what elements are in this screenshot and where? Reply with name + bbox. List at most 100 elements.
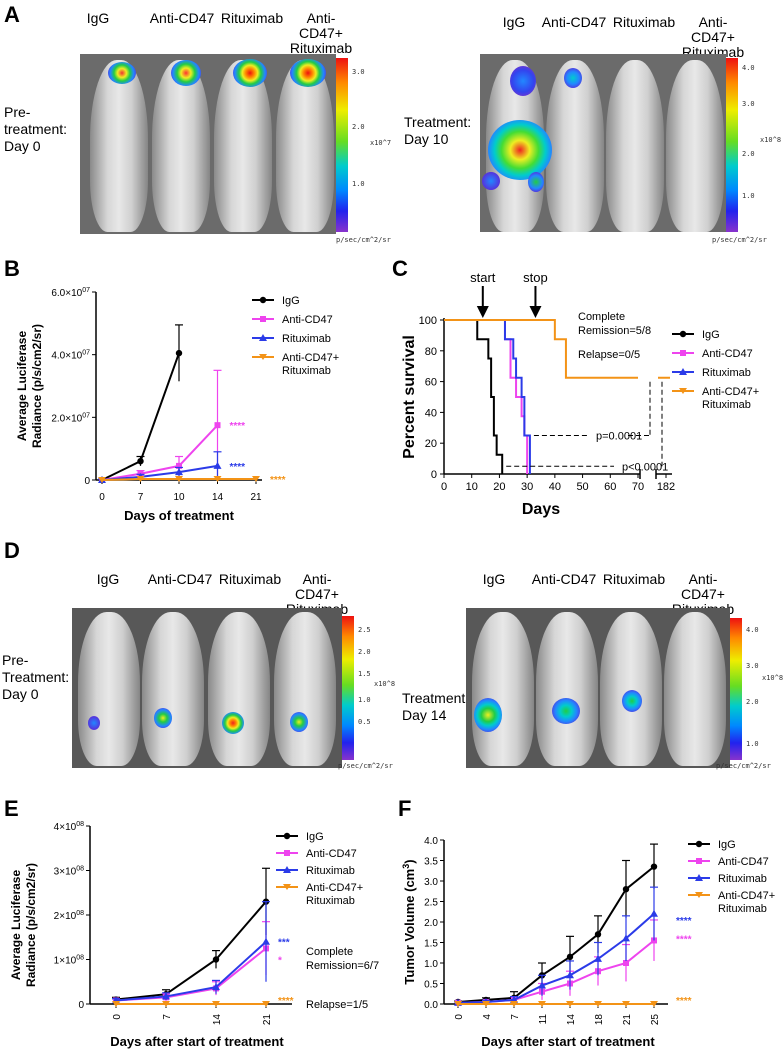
mouse	[666, 60, 724, 232]
y-tick-label: 80	[425, 346, 437, 358]
x-tick-label: 14	[212, 492, 224, 503]
legend-label: IgG	[306, 831, 324, 843]
panel-letter-f: F	[398, 796, 412, 821]
color-scale-bar	[336, 58, 348, 232]
data-point	[212, 956, 220, 963]
data-point	[566, 971, 574, 979]
x-tick-label: 21	[622, 1014, 633, 1026]
x-tick-label: 30	[521, 481, 533, 493]
x-tick-label: 0	[112, 1014, 123, 1020]
group-label: Rituximab	[602, 571, 666, 587]
data-point	[566, 1001, 574, 1007]
x-tick-label: 60	[604, 481, 616, 493]
signal-blob	[171, 60, 201, 86]
legend-label: Rituximab	[702, 367, 751, 379]
series-line	[101, 424, 219, 481]
group-label: Anti-CD47	[531, 571, 597, 587]
y-tick-label: 1.0	[424, 959, 438, 970]
panel-letter-b: B	[4, 256, 20, 281]
survival-curve	[444, 319, 638, 379]
data-point	[175, 476, 183, 483]
y-tick-label: 3.0	[424, 877, 438, 888]
data-point	[594, 954, 602, 962]
mouse	[142, 612, 204, 766]
remission-annotation: Complete Remission=5/8	[578, 311, 651, 337]
data-point	[212, 983, 220, 991]
bioluminescence-image	[72, 608, 342, 768]
scale-tick: 3.0	[746, 662, 759, 670]
x-tick-label: 0	[454, 1014, 465, 1020]
data-point	[213, 476, 222, 483]
legend-label: Anti-CD47+ Rituximab	[306, 882, 363, 907]
panel-letter-a: A	[4, 2, 20, 27]
data-point	[538, 981, 546, 989]
x-tick-label: 14	[566, 1014, 577, 1026]
x-tick-label: 0	[441, 481, 447, 493]
legend-label: Anti-CD47+ Rituximab	[718, 890, 775, 915]
data-point	[252, 476, 260, 483]
group-label: Anti-CD47	[149, 10, 215, 26]
data-point	[566, 953, 574, 961]
signal-blob	[488, 120, 552, 180]
group-label: IgG	[96, 571, 120, 587]
legend-label: IgG	[282, 295, 300, 307]
signal-blob	[233, 59, 267, 87]
bioluminescence-image	[80, 54, 336, 234]
signal-blob	[108, 62, 136, 84]
y-tick-label: 6.0×1007	[51, 287, 90, 299]
y-tick-label: 0	[84, 476, 90, 487]
data-point	[651, 937, 657, 944]
signal-blob	[564, 68, 582, 88]
panel-letter-e: E	[4, 796, 19, 821]
legend-label: Rituximab	[306, 865, 355, 877]
group-label: Rituximab	[218, 571, 282, 587]
group-label: IgG	[502, 14, 526, 30]
y-tick-label: 1.5	[424, 939, 438, 950]
bioluminescence-image	[480, 54, 726, 232]
data-point	[283, 866, 291, 873]
data-point	[538, 1001, 546, 1007]
data-point	[112, 1001, 120, 1007]
scale-tick: 1.0	[746, 740, 759, 748]
data-point	[695, 892, 703, 898]
x-axis-label: Days after start of treatment	[110, 1034, 284, 1049]
legend-label: IgG	[718, 839, 736, 851]
significance-marker: ****	[230, 462, 246, 473]
y-tick-label: 4.0	[424, 836, 438, 847]
data-point	[175, 349, 183, 357]
data-point	[162, 1001, 170, 1007]
scale-unit: p/sec/cm^2/sr	[716, 762, 771, 770]
legend-label: Anti-CD47	[306, 848, 357, 860]
y-tick-label: 20	[425, 438, 437, 450]
p-value: p=0.0001	[596, 431, 642, 443]
group-label: Anti-CD47	[147, 571, 213, 587]
data-point	[260, 316, 266, 322]
color-scale-bar	[730, 618, 742, 760]
x-tick-label: 11	[538, 1014, 549, 1025]
legend-label: Anti-CD47	[282, 314, 333, 326]
x-tick-label: 10	[173, 492, 185, 503]
x-tick-label: 21	[250, 492, 262, 503]
x-tick-label: 182	[657, 481, 675, 493]
scale-tick: 2.0	[352, 123, 365, 131]
data-point	[510, 1001, 518, 1007]
data-point	[650, 909, 658, 917]
scale-exponent: x10^8	[760, 136, 782, 144]
data-point	[650, 863, 658, 870]
group-label: IgG	[86, 10, 110, 26]
data-point	[259, 296, 267, 304]
x-tick-label: 21	[262, 1014, 273, 1026]
relapse-annotation: Relapse=0/5	[578, 349, 640, 361]
scale-unit: p/sec/cm^2/sr	[336, 236, 391, 244]
data-point	[696, 858, 702, 864]
y-tick-label: 0	[431, 469, 437, 481]
mouse	[152, 60, 210, 232]
data-point	[137, 458, 144, 465]
data-point	[623, 960, 629, 966]
scale-exponent: x10^8	[374, 680, 396, 688]
scale-tick: 0.5	[358, 718, 371, 726]
signal-blob	[482, 172, 500, 190]
data-point	[259, 334, 267, 341]
timepoint-label: Treatment: Day 14	[402, 690, 470, 723]
stop-annotation: stop	[523, 270, 548, 285]
